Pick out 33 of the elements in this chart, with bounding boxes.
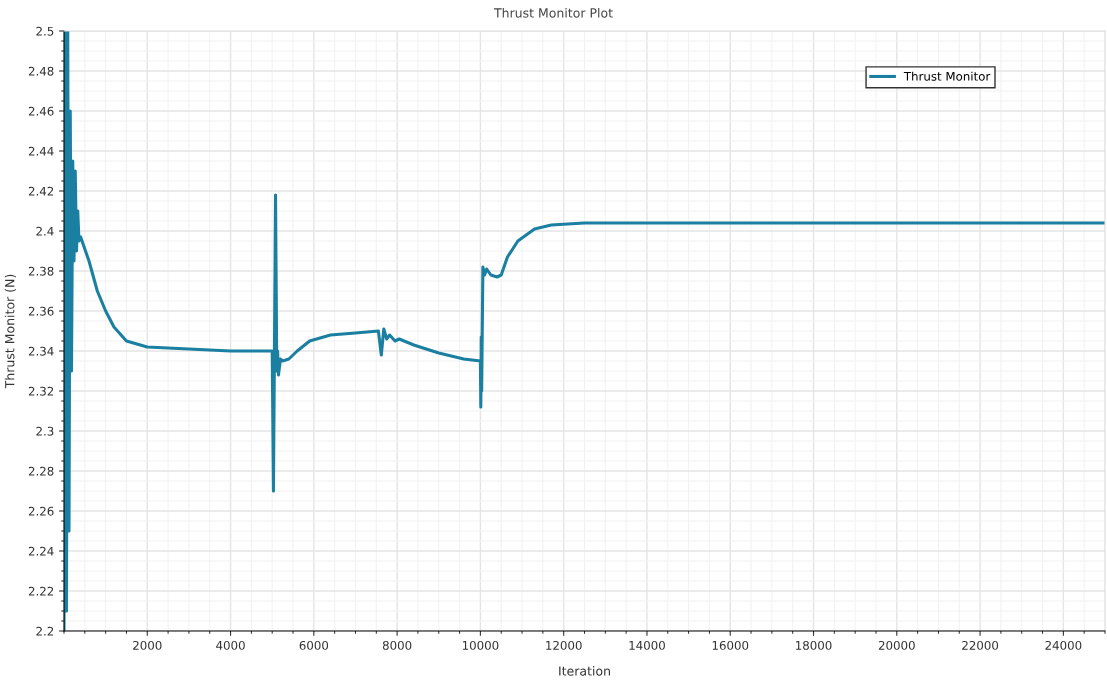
x-tick-label: 14000 [629, 640, 665, 650]
y-tick-label: 2.24 [28, 546, 54, 556]
y-tick-label: 2.5 [36, 26, 54, 36]
x-tick-label: 10000 [462, 640, 499, 650]
x-tick-label: 16000 [712, 640, 749, 650]
y-tick-label: 2.2 [36, 626, 54, 636]
x-tick-label: 20000 [878, 640, 915, 650]
x-tick-label: 24000 [1045, 640, 1082, 650]
legend-label: Thrust Monitor [903, 71, 991, 81]
y-tick-label: 2.4 [36, 226, 54, 236]
y-tick-label: 2.32 [28, 386, 54, 396]
y-tick-label: 2.36 [28, 306, 54, 316]
x-axis-title: Iteration [559, 666, 610, 676]
x-tick-label: 8000 [382, 640, 412, 650]
x-tick-label: 6000 [299, 640, 329, 650]
x-tick-label: 22000 [962, 640, 999, 650]
line-series [64, 31, 1105, 631]
chart-title: Thrust Monitor Plot [493, 7, 613, 18]
y-tick-label: 2.26 [28, 506, 54, 516]
x-tick-label: 2000 [133, 640, 162, 650]
y-tick-label: 2.46 [28, 106, 54, 116]
y-tick-label: 2.42 [28, 186, 54, 196]
y-tick-label: 2.44 [28, 146, 54, 156]
y-tick-label: 2.48 [28, 66, 54, 76]
y-tick-label: 2.38 [28, 266, 54, 276]
y-tick-label: 2.34 [28, 346, 54, 356]
y-axis-title: Thrust Monitor (N) [4, 274, 16, 389]
x-tick-label: 4000 [216, 640, 245, 650]
y-tick-label: 2.3 [36, 426, 54, 436]
x-tick-label: 18000 [796, 640, 832, 650]
y-tick-label: 2.22 [28, 586, 54, 596]
x-tick-label: 12000 [546, 640, 582, 650]
y-tick-label: 2.28 [28, 466, 54, 476]
